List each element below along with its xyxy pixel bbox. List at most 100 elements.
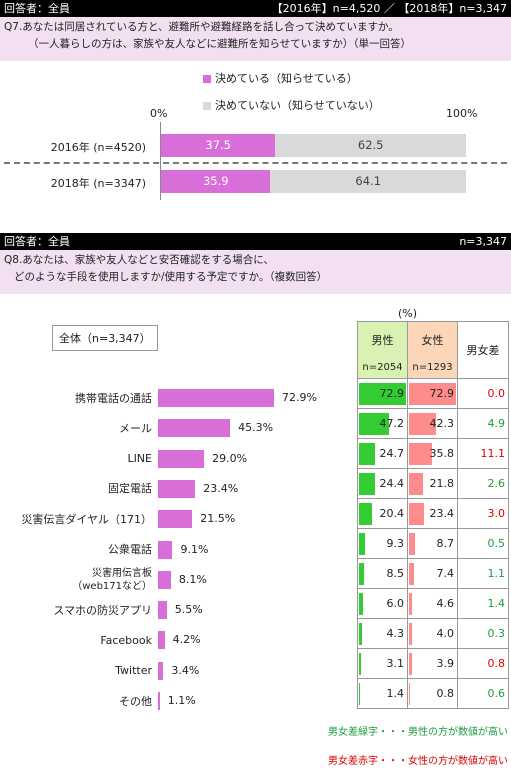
- diff-value: 11.1: [480, 447, 506, 460]
- female-bar: [409, 383, 456, 405]
- bar-not-decided: 64.1: [270, 170, 466, 193]
- diff-cell: 3.0: [457, 498, 509, 529]
- female-bar: [409, 503, 425, 525]
- category-label: LINE: [127, 452, 152, 466]
- diff-cell: 11.1: [457, 438, 509, 469]
- female-cell: 8.7: [407, 528, 458, 559]
- q7-category-2018: 2018年 (n=3347): [50, 177, 146, 190]
- total-value-label: 72.9%: [282, 391, 317, 404]
- diff-value: 0.6: [487, 687, 506, 700]
- diff-value: 1.1: [487, 567, 506, 580]
- male-value: 3.1: [386, 657, 405, 670]
- female-value: 4.6: [436, 597, 455, 610]
- male-bar: [359, 563, 365, 585]
- q7-category-2016: 2016年 (n=4520): [50, 141, 146, 154]
- female-value: 7.4: [436, 567, 455, 580]
- male-value: 8.5: [386, 567, 405, 580]
- diff-cell: 0.3: [457, 618, 509, 649]
- diff-value: 0.5: [487, 537, 506, 550]
- q8-header-left: 回答者：全員: [4, 235, 70, 248]
- total-bar: [158, 601, 167, 620]
- q7-question: Q7.あなたは同居されている方と、避難所や避難経路を話し合って決めていますか。 …: [0, 17, 511, 61]
- female-bar: [409, 473, 424, 495]
- q7-axis-line: [160, 122, 161, 200]
- male-value: 24.4: [379, 477, 405, 490]
- male-bar: [359, 413, 390, 435]
- male-value: 47.2: [379, 417, 405, 430]
- table-header-row: 男性 n=2054 女性 n=1293 男女差: [357, 321, 509, 379]
- male-cell: 72.9: [357, 378, 408, 409]
- diff-cell: 0.8: [457, 648, 509, 679]
- category-label: Facebook: [100, 633, 152, 647]
- table-row: 6.0 4.6 1.4: [357, 588, 509, 619]
- table-row: 24.4 21.8 2.6: [357, 468, 509, 499]
- q7-header-left: 回答者：全員: [4, 2, 70, 15]
- bar-not-decided: 62.5: [275, 134, 466, 157]
- q7-divider: [4, 162, 507, 164]
- male-header-label: 男性: [371, 334, 394, 347]
- female-cell: 3.9: [407, 648, 458, 679]
- q7-axis-min: 0%: [150, 107, 168, 120]
- legend-label-not-decided: 決めていない（知らせていない）: [215, 99, 380, 112]
- female-header-n: n=1293: [412, 362, 453, 373]
- male-bar: [359, 623, 362, 645]
- total-bar: [158, 479, 196, 498]
- q7-header-right: 【2016年】n=4,520 ／ 【2018年】n=3,347: [271, 2, 507, 15]
- female-cell: 23.4: [407, 498, 458, 529]
- male-value: 1.4: [386, 687, 405, 700]
- total-bar: [158, 419, 231, 438]
- diff-value: 0.0: [487, 387, 506, 400]
- female-value: 0.8: [436, 687, 455, 700]
- diff-cell: 2.6: [457, 468, 509, 499]
- female-cell: 7.4: [407, 558, 458, 589]
- female-value: 3.9: [436, 657, 455, 670]
- female-bar: [409, 413, 437, 435]
- category-label: 公衆電話: [108, 543, 152, 556]
- note-green: 男女差緑字・・・男性の方が数値が高い: [328, 727, 508, 738]
- male-cell: 4.3: [357, 618, 408, 649]
- total-value-label: 1.1%: [167, 694, 196, 707]
- male-cell: 3.1: [357, 648, 408, 679]
- legend-swatch-not-decided: [203, 102, 211, 110]
- total-bar: [158, 510, 193, 529]
- diff-cell: 4.9: [457, 408, 509, 439]
- table-row: 47.2 42.3 4.9: [357, 408, 509, 439]
- q8-header: 回答者：全員 n=3,347: [0, 233, 511, 250]
- male-header-n: n=2054: [362, 362, 403, 373]
- male-bar: [359, 473, 375, 495]
- total-value-label: 21.5%: [200, 512, 236, 526]
- male-value: 20.4: [379, 507, 405, 520]
- total-value-label: 45.3%: [238, 421, 274, 435]
- total-bar: [158, 570, 171, 589]
- bar-decided: 35.9: [161, 170, 271, 193]
- male-cell: 24.7: [357, 438, 408, 469]
- q8-total-label: 全体（n=3,347）: [52, 325, 158, 351]
- q7-axis-max: 100%: [446, 107, 478, 120]
- table-header-male: 男性 n=2054: [357, 321, 408, 379]
- male-value: 4.3: [386, 627, 405, 640]
- diff-value: 1.4: [487, 597, 506, 610]
- male-cell: 8.5: [357, 558, 408, 589]
- diff-value: 0.3: [487, 627, 506, 640]
- q8-header-right: n=3,347: [459, 235, 507, 248]
- diff-cell: 1.4: [457, 588, 509, 619]
- female-bar: [409, 653, 412, 675]
- q7-question-line1: Q7.あなたは同居されている方と、避難所や避難経路を話し合って決めていますか。: [4, 21, 399, 33]
- female-cell: 4.6: [407, 588, 458, 619]
- category-label: 災害伝言ダイヤル（171）: [21, 512, 152, 526]
- total-value-label: 4.2%: [172, 633, 201, 647]
- category-label: 固定電話: [108, 482, 152, 496]
- male-value: 72.9: [379, 387, 405, 400]
- male-cell: 24.4: [357, 468, 408, 499]
- table-row: 72.9 72.9 0.0: [357, 378, 509, 409]
- total-value-label: 23.4%: [203, 481, 239, 495]
- table-header-female: 女性 n=1293: [407, 321, 458, 379]
- total-bar: [158, 540, 173, 559]
- diff-value: 4.9: [487, 417, 506, 430]
- category-label: その他: [119, 694, 152, 708]
- category-label: 携帯電話の通話: [75, 391, 152, 405]
- female-bar: [409, 443, 433, 465]
- male-cell: 47.2: [357, 408, 408, 439]
- male-value: 9.3: [386, 537, 405, 550]
- total-bar: [158, 449, 205, 468]
